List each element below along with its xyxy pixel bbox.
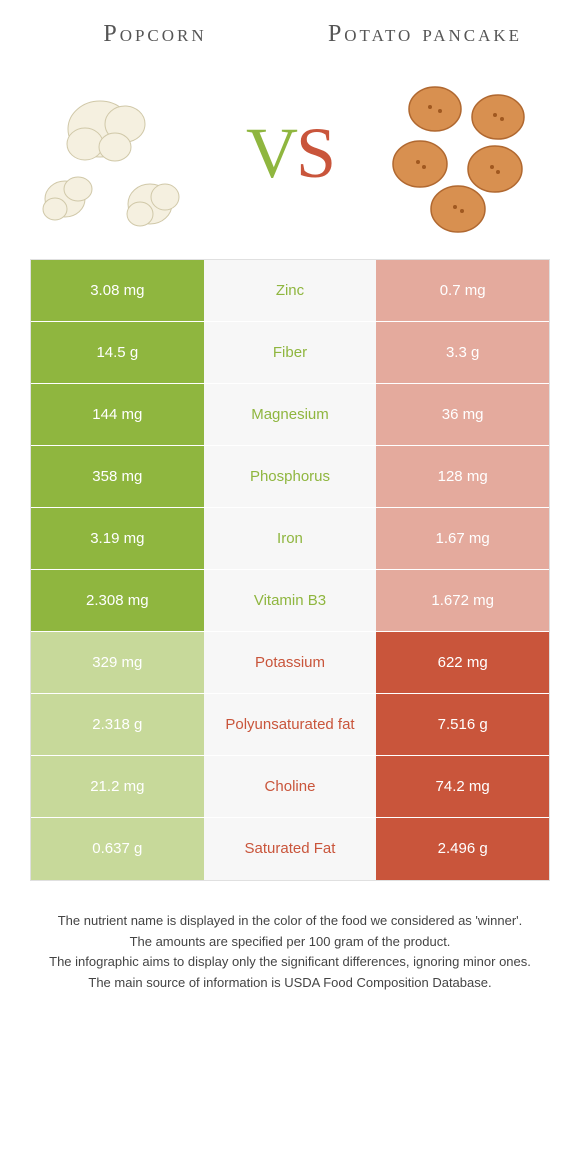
footer-line: The main source of information is USDA F…	[40, 973, 540, 994]
table-row: 144 mgMagnesium36 mg	[31, 384, 549, 446]
left-value: 14.5 g	[31, 322, 204, 383]
footer-line: The infographic aims to display only the…	[40, 952, 540, 973]
left-value: 21.2 mg	[31, 756, 204, 817]
right-value: 7.516 g	[376, 694, 549, 755]
table-row: 2.318 gPolyunsaturated fat7.516 g	[31, 694, 549, 756]
table-row: 2.308 mgVitamin B31.672 mg	[31, 570, 549, 632]
vs-s: S	[296, 113, 334, 193]
left-value: 3.19 mg	[31, 508, 204, 569]
nutrient-name: Polyunsaturated fat	[204, 694, 377, 755]
vs-label: VS	[246, 112, 334, 195]
nutrient-name: Saturated Fat	[204, 818, 377, 880]
right-value: 2.496 g	[376, 818, 549, 880]
left-value: 0.637 g	[31, 818, 204, 880]
nutrient-name: Magnesium	[204, 384, 377, 445]
images-row: VS	[20, 69, 560, 239]
right-value: 36 mg	[376, 384, 549, 445]
nutrient-name: Vitamin B3	[204, 570, 377, 631]
footer-notes: The nutrient name is displayed in the co…	[20, 911, 560, 994]
table-row: 14.5 gFiber3.3 g	[31, 322, 549, 384]
right-value: 622 mg	[376, 632, 549, 693]
nutrient-name: Choline	[204, 756, 377, 817]
table-row: 0.637 gSaturated Fat2.496 g	[31, 818, 549, 880]
right-title: Potato pancake	[304, 20, 547, 49]
vs-v: V	[246, 113, 296, 193]
table-row: 3.08 mgZinc0.7 mg	[31, 260, 549, 322]
comparison-table: 3.08 mgZinc0.7 mg14.5 gFiber3.3 g144 mgM…	[30, 259, 550, 881]
left-value: 2.318 g	[31, 694, 204, 755]
nutrient-name: Phosphorus	[204, 446, 377, 507]
right-value: 1.672 mg	[376, 570, 549, 631]
right-value: 1.67 mg	[376, 508, 549, 569]
left-title: Popcorn	[34, 20, 277, 49]
footer-line: The nutrient name is displayed in the co…	[40, 911, 540, 932]
left-value: 358 mg	[31, 446, 204, 507]
left-value: 2.308 mg	[31, 570, 204, 631]
titles-header: Popcorn Potato pancake	[20, 20, 560, 49]
right-value: 3.3 g	[376, 322, 549, 383]
footer-line: The amounts are specified per 100 gram o…	[40, 932, 540, 953]
nutrient-name: Fiber	[204, 322, 377, 383]
table-row: 3.19 mgIron1.67 mg	[31, 508, 549, 570]
table-row: 329 mgPotassium622 mg	[31, 632, 549, 694]
left-value: 144 mg	[31, 384, 204, 445]
right-value: 0.7 mg	[376, 260, 549, 321]
left-value: 3.08 mg	[31, 260, 204, 321]
right-value: 128 mg	[376, 446, 549, 507]
nutrient-name: Potassium	[204, 632, 377, 693]
pancake-image	[380, 69, 550, 239]
nutrient-name: Zinc	[204, 260, 377, 321]
popcorn-image	[30, 69, 200, 239]
table-row: 21.2 mgCholine74.2 mg	[31, 756, 549, 818]
right-value: 74.2 mg	[376, 756, 549, 817]
table-row: 358 mgPhosphorus128 mg	[31, 446, 549, 508]
nutrient-name: Iron	[204, 508, 377, 569]
left-value: 329 mg	[31, 632, 204, 693]
